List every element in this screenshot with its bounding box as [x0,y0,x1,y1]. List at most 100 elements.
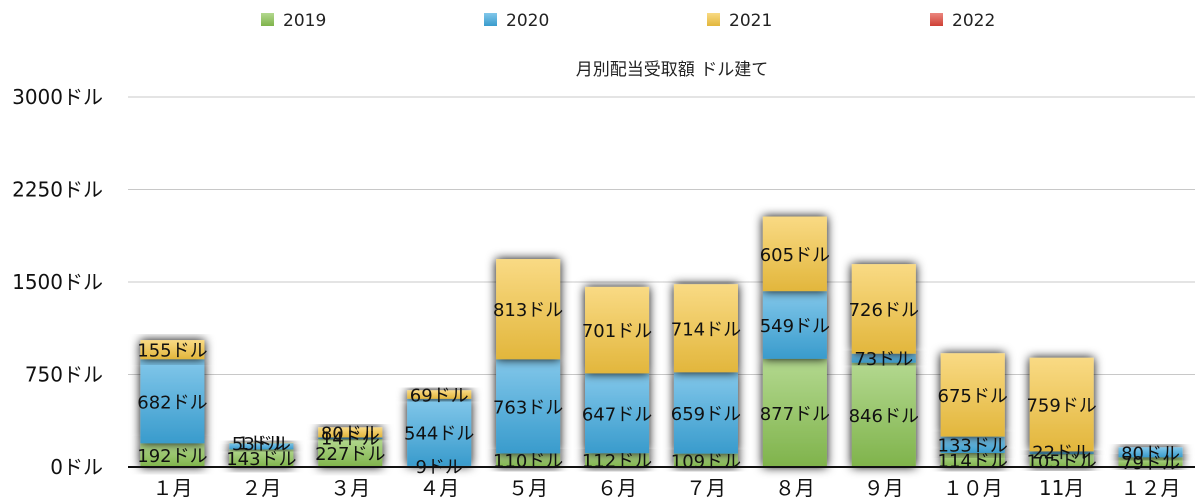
data-label: 846ドル [849,406,919,427]
data-label: 701ドル [582,321,652,342]
y-axis: 0ドル 750ドル 1500ドル 2250ドル 3000ドル [12,85,103,479]
x-tick-label: ５月 [508,476,548,500]
x-tick-label: ２月 [241,476,281,500]
bar-2020-9 [851,353,916,363]
y-tick-label: 750ドル [25,363,103,387]
legend-label-2021: 2021 [729,11,772,31]
data-label: 726ドル [849,300,919,321]
data-label: 647ドル [582,404,652,425]
bar-2021-6 [585,286,650,374]
bar-2019-5 [496,453,561,467]
bar-2020-1 [140,359,205,444]
bar-2020-12 [1118,447,1183,458]
data-label: 682ドル [137,392,207,413]
gridlines [128,96,1195,375]
data-label: 69ドル [410,386,469,407]
data-label: 80ドル [321,423,380,444]
legend-swatch-2022 [930,13,943,26]
bar-2021-1 [140,340,205,360]
bar-2020-2 [229,442,294,450]
bar-2020-11 [1029,451,1094,455]
data-label: 114ドル [938,451,1008,472]
data-label: 143ドル [226,449,296,470]
legend: 2019 2020 2021 2022 [261,11,995,31]
legend-swatch-2019 [261,13,274,26]
bars [140,216,1183,467]
bar-2019-8 [762,358,827,467]
data-label: 133ドル [938,436,1008,457]
bar-2019-3 [318,439,383,467]
data-label: 105ドル [1026,452,1096,473]
bar-2021-7 [673,284,738,373]
data-label: 79ドル [1121,453,1180,474]
data-label: 110ドル [493,451,563,472]
y-tick-label: 2250ドル [12,178,103,202]
data-label: 53ドル [232,434,291,455]
data-label: 14ドル [321,428,380,449]
data-label: 877ドル [760,404,830,425]
data-label: 73ドル [854,349,913,370]
data-label: 80ドル [1121,443,1180,464]
data-label: 813ドル [493,300,563,321]
bar-2021-4 [407,390,472,399]
data-label: 22ドル [1032,442,1091,463]
bar-2019-12 [1118,457,1183,467]
legend-label-2020: 2020 [506,11,549,31]
legend-swatch-2021 [707,13,720,26]
bar-2019-1 [140,443,205,467]
bar-2021-9 [851,264,916,354]
y-tick-label: 3000ドル [12,85,103,109]
data-label: 192ドル [137,446,207,467]
x-tick-label: １０月 [943,476,1003,500]
bar-2020-4 [407,398,472,466]
data-label: 1ドル [238,434,285,455]
x-tick-label: ７月 [686,476,726,500]
x-tick-label: 11月 [1039,476,1084,500]
bar-2021-3 [318,427,383,438]
data-label: 659ドル [671,404,741,425]
data-label: 605ドル [760,245,830,266]
chart-title: 月別配当受取額 ドル建て [576,60,768,80]
data-label: 759ドル [1026,396,1096,417]
data-label: 109ドル [671,451,741,472]
x-tick-label: ９月 [864,476,904,500]
x-tick-label: ４月 [419,476,459,500]
data-label: 112ドル [582,451,652,472]
bar-2019-9 [851,362,916,467]
data-label: 714ドル [671,319,741,340]
bar-2021-8 [762,216,827,292]
bar-2020-10 [940,436,1005,453]
bar-2020-7 [673,372,738,454]
data-label: 155ドル [137,341,207,362]
x-tick-label: ８月 [775,476,815,500]
bar-2019-7 [673,453,738,467]
bar-2019-2 [229,449,294,467]
data-label: 9ドル [415,457,462,478]
bar-2019-6 [585,453,650,467]
data-label: 544ドル [404,423,474,444]
x-axis: １月 ２月 ３月 ４月 ５月 ６月 ７月 ８月 ９月 １０月 11月 １２月 [128,466,1195,500]
bar-2021-2 [229,442,294,444]
data-label: 227ドル [315,444,385,465]
bar-2021-10 [940,353,1005,437]
data-label: 763ドル [493,397,563,418]
bar-2020-8 [762,291,827,359]
legend-swatch-2020 [484,13,497,26]
bar-2020-3 [318,437,383,440]
bar-2021-5 [496,259,561,360]
data-label: 675ドル [938,386,1008,407]
bar-2021-11 [1029,357,1094,452]
bar-2019-11 [1029,454,1094,467]
y-tick-label: 0ドル [50,455,103,479]
y-tick-label: 1500ドル [12,270,103,294]
legend-label-2019: 2019 [283,11,326,31]
legend-label-2022: 2022 [952,11,995,31]
x-tick-label: １月 [152,476,192,500]
x-tick-label: ３月 [330,476,370,500]
bar-2019-10 [940,452,1005,467]
x-tick-label: ６月 [597,476,637,500]
x-tick-label: １２月 [1121,476,1181,500]
